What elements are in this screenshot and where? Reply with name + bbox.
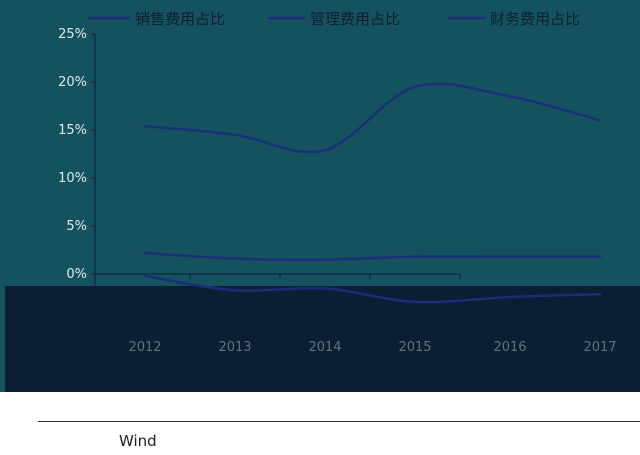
x-tick-label: 2016 — [493, 340, 526, 355]
x-tick-label: 2013 — [218, 340, 251, 355]
series-line-3 — [143, 274, 602, 304]
y-tick-label: 15% — [58, 123, 87, 138]
series-line-1 — [143, 82, 602, 154]
y-tick-label: 10% — [58, 171, 87, 186]
source-label: Wind — [119, 432, 157, 450]
series-line-2 — [143, 251, 602, 261]
y-tick-label: 25% — [58, 27, 87, 42]
y-tick-label: 0% — [66, 267, 87, 282]
legend-label-3: 财务费用占比 — [490, 10, 580, 28]
x-tick-label: 2012 — [128, 340, 161, 355]
legend-label-2: 管理费用占比 — [310, 10, 400, 28]
plot-lower-band — [5, 286, 640, 392]
source-divider — [38, 421, 640, 422]
chart-canvas: 0% 5% 10% 15% 20% 25% 2012 2013 2014 2015 2016 2017… — [0, 0, 640, 392]
x-tick-label: 2017 — [583, 340, 616, 355]
line-chart: 0% 5% 10% 15% 20% 25% 2012 2013 2014 2015 2016 2017… — [0, 0, 640, 392]
x-tick-label: 2015 — [398, 340, 431, 355]
y-tick-label: 5% — [66, 219, 87, 234]
x-tick-label: 2014 — [308, 340, 341, 355]
legend-label-1: 销售费用占比 — [135, 10, 225, 28]
y-tick-label: 20% — [58, 75, 87, 90]
